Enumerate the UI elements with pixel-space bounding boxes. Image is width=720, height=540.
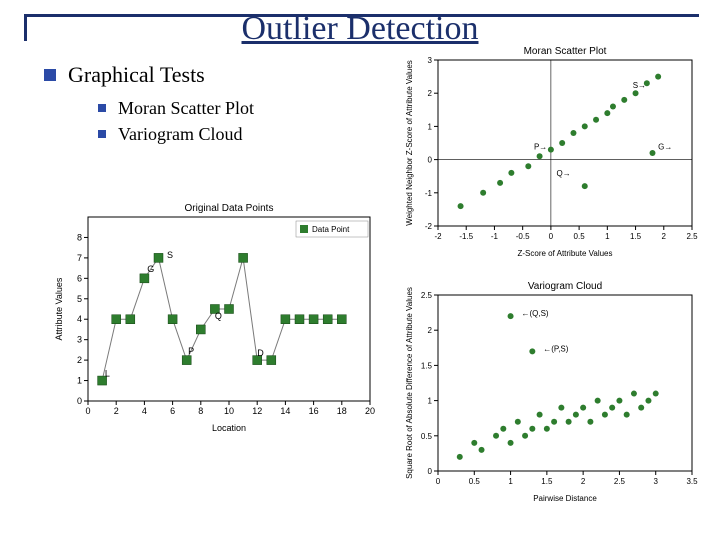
svg-text:1: 1 — [428, 122, 433, 131]
svg-text:20: 20 — [365, 406, 375, 416]
svg-text:Moran Scatter Plot: Moran Scatter Plot — [524, 46, 607, 57]
svg-text:4: 4 — [77, 314, 82, 324]
svg-text:Attribute Values: Attribute Values — [54, 277, 64, 340]
svg-text:3: 3 — [653, 477, 658, 486]
svg-text:3: 3 — [77, 335, 82, 345]
svg-text:0: 0 — [436, 477, 441, 486]
svg-text:0.5: 0.5 — [469, 477, 481, 486]
svg-text:-2: -2 — [425, 222, 433, 231]
svg-text:Weighted Neighbor Z-Score of A: Weighted Neighbor Z-Score of Attribute V… — [405, 60, 414, 226]
svg-text:0: 0 — [549, 232, 554, 241]
svg-text:8: 8 — [77, 232, 82, 242]
svg-text:1: 1 — [605, 232, 610, 241]
svg-text:2: 2 — [114, 406, 119, 416]
svg-text:Variogram Cloud: Variogram Cloud — [528, 281, 602, 292]
svg-text:2: 2 — [662, 232, 667, 241]
svg-text:←(P,S): ←(P,S) — [543, 344, 569, 353]
svg-text:2: 2 — [428, 326, 433, 335]
svg-text:Z-Score of Attribute Values: Z-Score of Attribute Values — [517, 249, 612, 258]
svg-text:2.5: 2.5 — [686, 232, 698, 241]
svg-text:-1.5: -1.5 — [459, 232, 473, 241]
svg-text:1.5: 1.5 — [421, 361, 433, 370]
bullet-icon — [44, 69, 56, 81]
svg-text:P→: P→ — [534, 143, 547, 152]
bullet-icon — [98, 130, 106, 138]
svg-text:3.5: 3.5 — [686, 477, 698, 486]
svg-text:D: D — [257, 348, 264, 358]
svg-text:Original Data Points: Original Data Points — [185, 203, 274, 214]
svg-text:8: 8 — [198, 406, 203, 416]
svg-text:1.5: 1.5 — [630, 232, 642, 241]
svg-text:2: 2 — [77, 355, 82, 365]
svg-text:2.5: 2.5 — [421, 291, 433, 300]
svg-text:1: 1 — [508, 477, 513, 486]
svg-text:10: 10 — [224, 406, 234, 416]
svg-text:-1: -1 — [491, 232, 499, 241]
svg-text:0: 0 — [428, 467, 433, 476]
svg-text:P: P — [188, 346, 194, 356]
svg-text:0.5: 0.5 — [574, 232, 586, 241]
svg-text:4: 4 — [142, 406, 147, 416]
svg-text:6: 6 — [170, 406, 175, 416]
svg-text:5: 5 — [77, 294, 82, 304]
svg-text:0: 0 — [85, 406, 90, 416]
original-data-chart: Original Data Points Location Attribute Va… — [50, 195, 380, 435]
svg-text:18: 18 — [337, 406, 347, 416]
svg-text:7: 7 — [77, 253, 82, 263]
variogram-cloud-chart: Variogram Cloud Pairwise Distance Square R… — [400, 275, 700, 505]
svg-text:2: 2 — [581, 477, 586, 486]
svg-text:12: 12 — [252, 406, 262, 416]
svg-text:6: 6 — [77, 273, 82, 283]
svg-text:Q: Q — [215, 311, 222, 321]
svg-text:0: 0 — [428, 156, 433, 165]
svg-text:Location: Location — [212, 423, 246, 433]
svg-text:1: 1 — [77, 376, 82, 386]
svg-text:G→: G→ — [658, 143, 672, 152]
svg-text:1.5: 1.5 — [541, 477, 553, 486]
bullet-label: Variogram Cloud — [118, 124, 242, 144]
bullet-item: Variogram Cloud — [98, 124, 242, 145]
svg-text:16: 16 — [309, 406, 319, 416]
section-line: Graphical Tests — [44, 62, 205, 88]
svg-text:2.5: 2.5 — [614, 477, 626, 486]
svg-text:Q→: Q→ — [557, 169, 571, 178]
svg-text:-2: -2 — [434, 232, 442, 241]
svg-text:G: G — [147, 264, 154, 274]
svg-text:Square Root of Absolute Differ: Square Root of Absolute Difference of At… — [405, 287, 414, 479]
svg-text:S→: S→ — [633, 81, 646, 90]
bullet-item: Moran Scatter Plot — [98, 98, 254, 119]
bullet-icon — [98, 104, 106, 112]
svg-text:-0.5: -0.5 — [516, 232, 530, 241]
svg-text:Pairwise Distance: Pairwise Distance — [533, 494, 597, 503]
svg-text:0.5: 0.5 — [421, 432, 433, 441]
svg-text:S: S — [167, 250, 173, 260]
moran-scatter-chart: Moran Scatter Plot Z-Score of Attribute V… — [400, 40, 700, 260]
svg-text:-1: -1 — [425, 189, 433, 198]
bullet-label: Moran Scatter Plot — [118, 98, 254, 118]
svg-text:1: 1 — [428, 397, 433, 406]
section-label: Graphical Tests — [68, 62, 205, 87]
svg-text:3: 3 — [428, 56, 433, 65]
svg-text:0: 0 — [77, 396, 82, 406]
svg-text:14: 14 — [280, 406, 290, 416]
svg-text:2: 2 — [428, 89, 433, 98]
svg-text:L: L — [105, 368, 110, 378]
svg-text:Data Point: Data Point — [312, 225, 350, 234]
svg-text:←(Q,S): ←(Q,S) — [521, 309, 548, 318]
